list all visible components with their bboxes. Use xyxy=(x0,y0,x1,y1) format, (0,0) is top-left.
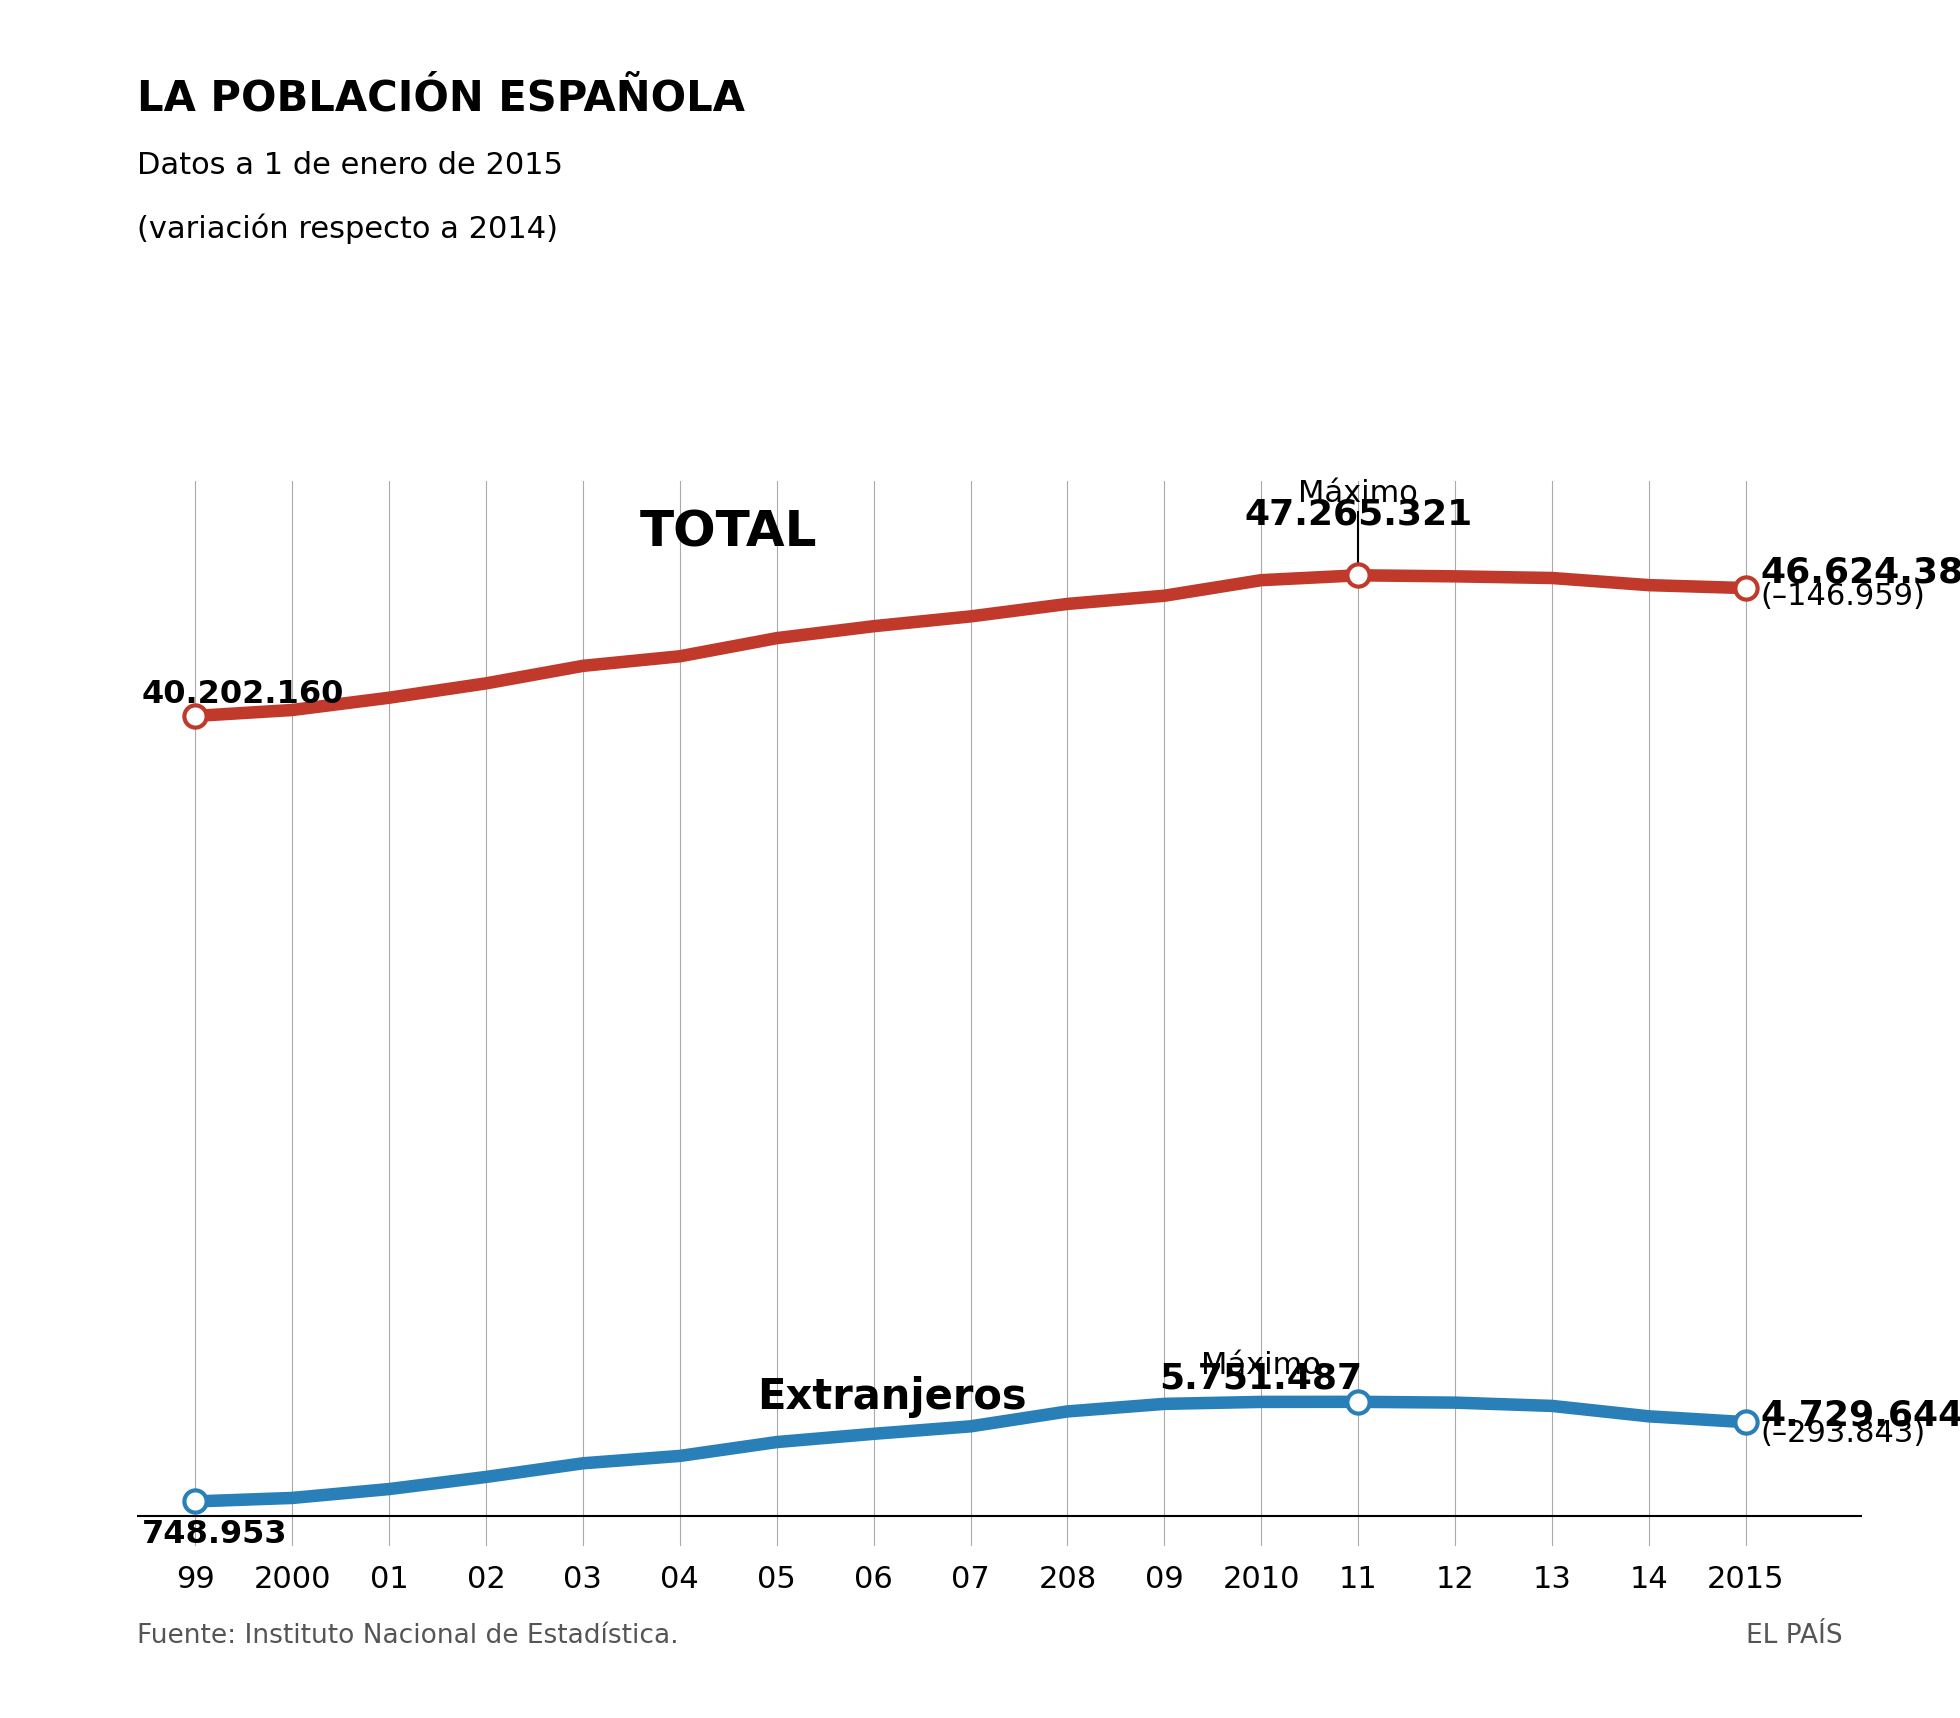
Text: (variación respecto a 2014): (variación respecto a 2014) xyxy=(137,213,559,244)
Text: Fuente: Instituto Nacional de Estadística.: Fuente: Instituto Nacional de Estadístic… xyxy=(137,1624,678,1649)
Text: (–293.843): (–293.843) xyxy=(1760,1419,1925,1448)
Text: 5.751.487: 5.751.487 xyxy=(1160,1362,1362,1395)
Text: TOTAL: TOTAL xyxy=(639,509,817,557)
Text: Máximo: Máximo xyxy=(1298,479,1417,507)
Text: LA POBLACIÓN ESPAÑOLA: LA POBLACIÓN ESPAÑOLA xyxy=(137,77,745,119)
Text: Máximo: Máximo xyxy=(1201,1350,1321,1380)
Text: Extranjeros: Extranjeros xyxy=(757,1376,1027,1417)
Text: 47.265.321: 47.265.321 xyxy=(1245,498,1472,531)
Text: EL PAÍS: EL PAÍS xyxy=(1746,1624,1842,1649)
Text: 40.202.160: 40.202.160 xyxy=(141,679,345,710)
Text: 46.624.382: 46.624.382 xyxy=(1760,555,1960,589)
Text: (–146.959): (–146.959) xyxy=(1760,581,1925,610)
Text: 748.953: 748.953 xyxy=(141,1519,288,1550)
Text: Datos a 1 de enero de 2015: Datos a 1 de enero de 2015 xyxy=(137,151,563,180)
Text: 4.729.644: 4.729.644 xyxy=(1760,1398,1960,1433)
